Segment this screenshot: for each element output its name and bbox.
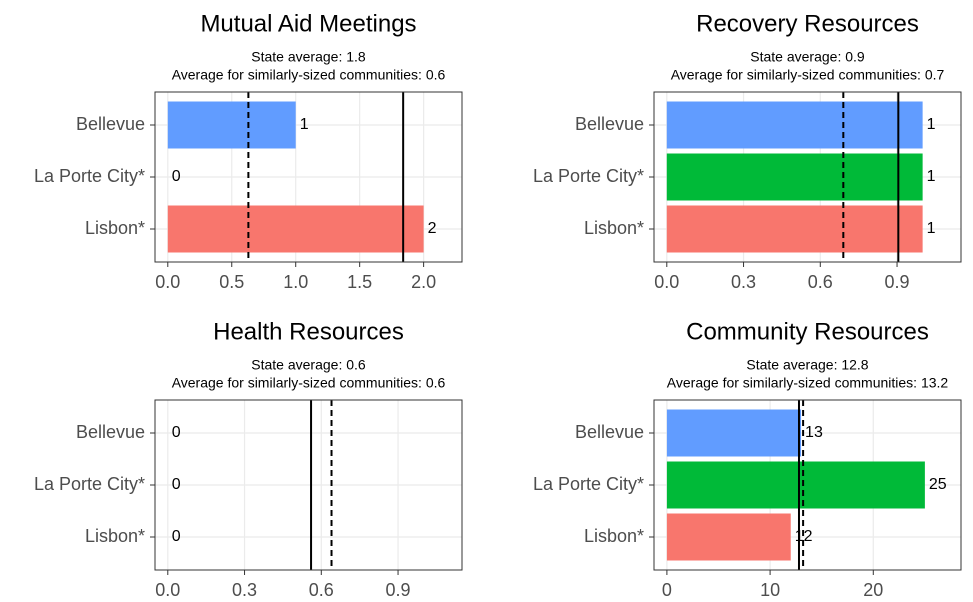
value-label: 0 <box>172 424 181 441</box>
category-label: Lisbon* <box>584 526 644 546</box>
panel-subtitle: Average for similarly-sized communities:… <box>172 375 446 391</box>
panel-title: Health Resources <box>213 318 404 345</box>
bar <box>666 153 923 201</box>
panel-subtitle: Average for similarly-sized communities:… <box>667 375 949 391</box>
panel-subtitle: State average: 0.6 <box>251 357 366 373</box>
x-tick-label: 0.0 <box>654 272 679 292</box>
x-tick-label: 0.9 <box>885 272 910 292</box>
bar <box>666 205 923 253</box>
value-label: 0 <box>172 476 181 493</box>
value-label: 0 <box>172 528 181 545</box>
value-label: 0 <box>172 168 181 185</box>
category-label: Lisbon* <box>85 218 145 238</box>
x-tick-label: 20 <box>863 580 883 600</box>
value-label: 1 <box>927 168 936 185</box>
panel-border <box>154 91 463 263</box>
panel-title: Community Resources <box>686 318 929 345</box>
x-tick-label: 0.5 <box>219 272 244 292</box>
bar <box>666 461 925 509</box>
category-label: Lisbon* <box>85 526 145 546</box>
x-tick-label: 1.0 <box>283 272 308 292</box>
bar <box>666 409 802 457</box>
x-tick-label: 0.6 <box>808 272 833 292</box>
bar <box>167 205 424 253</box>
x-tick-label: 0.0 <box>155 272 180 292</box>
value-label: 1 <box>300 116 309 133</box>
bar <box>167 101 296 149</box>
bar <box>666 513 791 561</box>
value-label: 13 <box>805 424 823 441</box>
category-label: La Porte City* <box>34 166 145 186</box>
panel-subtitle: State average: 1.8 <box>251 49 366 65</box>
x-tick-label: 0.3 <box>731 272 756 292</box>
category-label: La Porte City* <box>533 166 644 186</box>
bar <box>666 101 923 149</box>
panel-border <box>154 399 463 571</box>
x-tick-label: 0 <box>662 580 672 600</box>
x-tick-label: 1.5 <box>347 272 372 292</box>
panel-border <box>653 399 962 571</box>
category-label: Bellevue <box>575 422 644 442</box>
panel-subtitle: Average for similarly-sized communities:… <box>172 67 446 83</box>
category-label: Bellevue <box>76 114 145 134</box>
panel-subtitle: State average: 12.8 <box>746 357 868 373</box>
x-tick-label: 10 <box>760 580 780 600</box>
category-label: Lisbon* <box>584 218 644 238</box>
value-label: 1 <box>927 116 936 133</box>
value-label: 2 <box>428 220 437 237</box>
x-tick-label: 0.0 <box>155 580 180 600</box>
x-tick-label: 2.0 <box>411 272 436 292</box>
panel-title: Mutual Aid Meetings <box>200 10 416 37</box>
x-tick-label: 0.9 <box>386 580 411 600</box>
panel-title: Recovery Resources <box>696 10 919 37</box>
panel-subtitle: State average: 0.9 <box>750 49 865 65</box>
category-label: Bellevue <box>575 114 644 134</box>
x-tick-label: 0.6 <box>309 580 334 600</box>
category-label: La Porte City* <box>34 474 145 494</box>
value-label: 1 <box>927 220 936 237</box>
panel-subtitle: Average for similarly-sized communities:… <box>671 67 945 83</box>
category-label: Bellevue <box>76 422 145 442</box>
category-label: La Porte City* <box>533 474 644 494</box>
x-tick-label: 0.3 <box>232 580 257 600</box>
value-label: 25 <box>929 476 947 493</box>
panel-border <box>653 91 962 263</box>
